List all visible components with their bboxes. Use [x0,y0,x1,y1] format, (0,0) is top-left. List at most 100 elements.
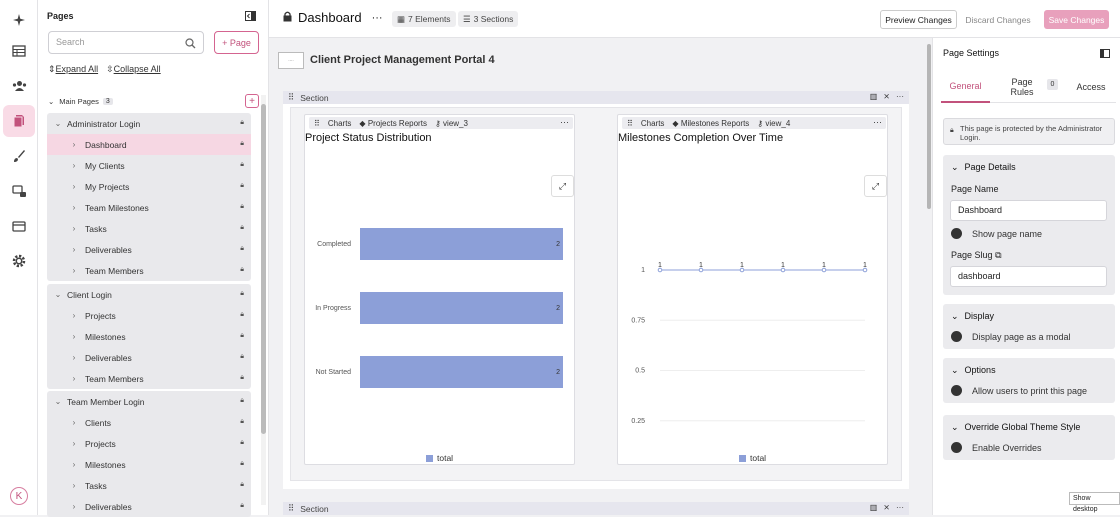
more-icon[interactable]: ··· [371,11,383,24]
elements-count: ▦ 7 Elements [392,11,456,27]
fullscreen-icon[interactable]: ⤢ [864,175,887,197]
page-item[interactable]: › Dashboard 🔒︎ [47,134,251,155]
restricted-icon: 🔒︎ [240,353,244,360]
more-icon[interactable]: ··· [560,117,569,127]
data-label: 2 [556,305,560,312]
pages-icon[interactable] [3,105,35,137]
users-icon[interactable] [3,70,35,102]
page-item[interactable]: › Projects 🔒︎ [47,305,251,326]
avatar[interactable]: K [10,487,28,505]
add-page-button[interactable]: + Page [214,31,259,54]
restricted-icon: 🔒︎ [240,332,244,339]
display-toggle[interactable]: ⌄ Display [951,311,995,321]
data-point [698,267,704,273]
restricted-icon: 🔒︎ [240,311,244,318]
page-item[interactable]: › Milestones 🔒︎ [47,326,251,347]
page-item[interactable]: › Team Members 🔒︎ [47,260,251,281]
page-details-toggle[interactable]: ⌄ Page Details [951,162,1016,172]
page-item[interactable]: › My Clients 🔒︎ [47,155,251,176]
restricted-icon: 🔒︎ [240,502,244,509]
show-page-name-toggle[interactable]: Show page name [951,228,1042,239]
page-item[interactable]: › Deliverables 🔒︎ [47,496,251,517]
allow-print-toggle[interactable]: Allow users to print this page [951,385,1087,396]
bar [360,292,563,324]
sparkle-icon[interactable] [3,4,35,36]
y-tick-label: Not Started [316,369,352,376]
page-item[interactable]: › Team Members 🔒︎ [47,368,251,389]
chevron-right-icon: › [72,245,76,254]
chart-card-milestones[interactable]: ⠿ Charts ◆ Milestones Reports ⚷ view_4 ··… [617,114,888,465]
page-item[interactable]: › Tasks 🔒︎ [47,218,251,239]
section[interactable]: ⠿ Section ▥ ⨯ ··· ⠿ Charts ◆ Projects Report… [283,91,909,489]
page-item[interactable]: › Deliverables 🔒︎ [47,347,251,368]
restricted-icon: 🔒︎ [240,439,244,446]
page-item-label: Deliverables [85,501,132,512]
page-group-header[interactable]: ⌄ Team Member Login 🔒︎ [47,391,251,412]
main-pages-header[interactable]: ⌄ Main Pages 3 + [48,94,259,108]
expand-collapse: ⇕Expand All ⇳Collapse All [48,64,161,75]
page-item[interactable]: › Deliverables 🔒︎ [47,239,251,260]
y-tick-label: 0.25 [631,418,645,425]
display-modal-toggle[interactable]: Display page as a modal [951,331,1071,342]
canvas-scrollbar[interactable] [927,40,932,515]
page-item-label: My Projects [85,181,130,192]
discard-changes-button[interactable]: Discard Changes [965,14,1031,25]
theme-panel: ⌄ Override Global Theme Style Enable Over… [943,415,1115,460]
page-item[interactable]: › My Projects 🔒︎ [47,176,251,197]
add-main-page-button[interactable]: + [245,94,259,108]
brush-icon[interactable] [3,140,35,172]
gear-icon[interactable] [3,245,35,277]
page-group-header[interactable]: ⌄ Client Login 🔒︎ [47,284,251,305]
tab-page-rules[interactable]: Page Rules [1010,77,1034,97]
chevron-right-icon: › [72,418,76,427]
pages-scrollbar[interactable] [261,95,266,505]
search-icon [185,36,196,57]
workflow-icon[interactable] [3,175,35,207]
chevron-right-icon: › [72,439,76,448]
chevron-down-icon: ⌄ [951,311,959,321]
section[interactable]: ⠿ Section ▥ ⨯ ··· [283,502,909,515]
expand-all-button[interactable]: ⇕Expand All [48,64,99,74]
drag-handle-icon[interactable]: ⠿ [288,92,295,102]
page-item[interactable]: › Clients 🔒︎ [47,412,251,433]
theme-toggle[interactable]: ⌄ Override Global Theme Style [951,422,1081,432]
restricted-icon: 🔒︎ [240,481,244,488]
drag-handle-icon[interactable]: ⠿ [288,503,295,513]
save-changes-button[interactable]: Save Changes [1044,10,1109,29]
table-icon[interactable] [3,35,35,67]
page-slug-label: Page Slug ⧉ [951,250,1002,260]
fullscreen-icon[interactable]: ⤢ [551,175,574,197]
page-item-label: Tasks [85,223,107,234]
preview-changes-button[interactable]: Preview Changes [880,10,957,29]
tab-general[interactable]: General [941,71,990,103]
more-icon[interactable]: ··· [896,92,904,101]
collapse-panel-icon[interactable] [1100,49,1110,60]
page-item[interactable]: › Team Milestones 🔒︎ [47,197,251,218]
page-item[interactable]: › Milestones 🔒︎ [47,454,251,475]
columns-icon[interactable]: ▥ [869,503,878,512]
icon-rail: K [0,0,38,515]
restricted-icon: 🔒︎ [240,182,244,189]
card-icon[interactable] [3,210,35,242]
collapse-all-button[interactable]: ⇳Collapse All [106,64,161,74]
page-item[interactable]: › Projects 🔒︎ [47,433,251,454]
page-slug-field[interactable]: dashboard [950,266,1107,287]
collapse-icon[interactable]: ⨯ [883,503,890,512]
collapse-panel-icon[interactable] [245,11,256,23]
grid-icon: ▦ [397,13,406,24]
chevron-right-icon: › [72,266,76,275]
data-point [739,267,745,273]
more-icon[interactable]: ··· [873,117,882,127]
more-icon[interactable]: ··· [896,503,904,512]
tab-access[interactable]: Access [1076,82,1106,92]
page-name-field[interactable]: Dashboard [950,200,1107,221]
page-group-header[interactable]: ⌄ Administrator Login 🔒︎ [47,113,251,134]
search-input[interactable]: Search [48,31,204,54]
chevron-right-icon: › [72,332,76,341]
page-item[interactable]: › Tasks 🔒︎ [47,475,251,496]
chart-card-status[interactable]: ⠿ Charts ◆ Projects Reports ⚷ view_3 ··· … [304,114,575,465]
enable-overrides-toggle[interactable]: Enable Overrides [951,442,1042,453]
options-toggle[interactable]: ⌄ Options [951,365,996,375]
columns-icon[interactable]: ▥ [869,92,878,101]
collapse-icon[interactable]: ⨯ [883,92,890,101]
